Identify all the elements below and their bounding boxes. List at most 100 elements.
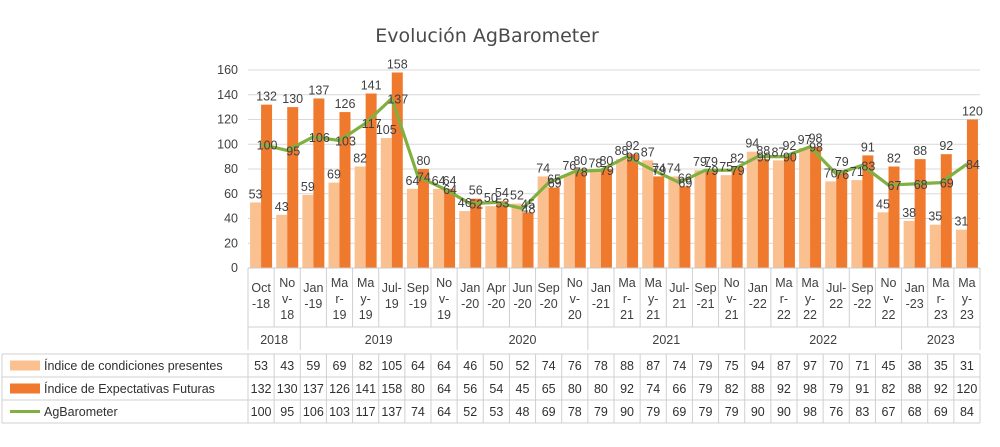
table-cell: 82 bbox=[359, 359, 373, 373]
bar-expectativas-futuras bbox=[417, 169, 429, 268]
table-cell: 92 bbox=[934, 382, 948, 396]
table-cell: 69 bbox=[542, 405, 556, 419]
table-cell: 71 bbox=[855, 359, 869, 373]
table-cell: 82 bbox=[882, 382, 896, 396]
bar-expectativas-futuras bbox=[679, 186, 691, 268]
table-cell: 87 bbox=[777, 359, 791, 373]
x-tick-label: Jan -19 bbox=[303, 281, 323, 311]
table-cell: 76 bbox=[829, 405, 843, 419]
table-cell: 90 bbox=[751, 405, 765, 419]
bar-condiciones-presentes bbox=[511, 203, 523, 268]
bar-expectativas-futuras bbox=[810, 146, 822, 268]
data-label-agbarometer: 52 bbox=[469, 198, 483, 212]
table-cell: 126 bbox=[329, 382, 350, 396]
data-label-condiciones-presentes: 59 bbox=[301, 180, 315, 194]
bar-expectativas-futuras bbox=[653, 176, 665, 268]
bar-expectativas-futuras bbox=[705, 170, 717, 268]
table-cell: 103 bbox=[329, 405, 350, 419]
bar-condiciones-presentes bbox=[250, 202, 262, 268]
year-label: 2018 bbox=[260, 333, 288, 347]
bar-expectativas-futuras bbox=[496, 201, 508, 268]
bar-condiciones-presentes bbox=[328, 182, 340, 268]
x-tick-label: Ma r-19 bbox=[331, 276, 348, 322]
bar-expectativas-futuras bbox=[783, 154, 795, 268]
x-tick-label: No v-21 bbox=[724, 276, 740, 322]
data-label-condiciones-presentes: 82 bbox=[353, 152, 367, 166]
table-cell: 79 bbox=[699, 382, 713, 396]
data-label-agbarometer: 64 bbox=[443, 183, 457, 197]
table-cell: 65 bbox=[542, 382, 556, 396]
data-label-condiciones-presentes: 75 bbox=[719, 160, 733, 174]
data-label-expectativas-futuras: 158 bbox=[387, 57, 408, 71]
agbarometer-line bbox=[260, 96, 968, 211]
table-cell: 87 bbox=[646, 359, 660, 373]
data-label-condiciones-presentes: 74 bbox=[536, 161, 550, 175]
data-label-agbarometer: 79 bbox=[652, 164, 666, 178]
bar-expectativas-futuras bbox=[731, 166, 743, 268]
table-cell: 92 bbox=[620, 382, 634, 396]
x-tick-label: No v-22 bbox=[881, 276, 897, 322]
table-cell: 97 bbox=[803, 359, 817, 373]
bar-condiciones-presentes bbox=[354, 166, 366, 268]
bar-expectativas-futuras bbox=[966, 119, 978, 268]
x-tick-label: Ma y-19 bbox=[357, 276, 374, 322]
data-label-condiciones-presentes: 97 bbox=[798, 133, 812, 147]
bar-condiciones-presentes bbox=[720, 175, 732, 268]
bar-expectativas-futuras bbox=[548, 187, 560, 268]
data-label-condiciones-presentes: 74 bbox=[667, 161, 681, 175]
table-cell: 82 bbox=[725, 382, 739, 396]
data-label-expectativas-futuras: 126 bbox=[335, 97, 356, 111]
data-label-expectativas-futuras: 74 bbox=[652, 161, 666, 175]
data-label-agbarometer: 69 bbox=[548, 177, 562, 191]
table-cell: 64 bbox=[437, 405, 451, 419]
bar-condiciones-presentes bbox=[668, 176, 680, 268]
data-label-expectativas-futuras: 79 bbox=[835, 155, 849, 169]
x-tick-label: Ma r-23 bbox=[932, 276, 949, 322]
table-cell: 88 bbox=[620, 359, 634, 373]
data-label-agbarometer: 69 bbox=[940, 177, 954, 191]
table-cell: 35 bbox=[934, 359, 948, 373]
table-cell: 75 bbox=[725, 359, 739, 373]
y-tick-label: 60 bbox=[224, 187, 238, 201]
data-label-agbarometer: 69 bbox=[678, 177, 692, 191]
y-tick-label: 40 bbox=[224, 212, 238, 226]
table-cell: 69 bbox=[934, 405, 948, 419]
bar-condiciones-presentes bbox=[380, 138, 392, 268]
data-label-agbarometer: 100 bbox=[257, 138, 278, 152]
data-label-agbarometer: 83 bbox=[861, 159, 875, 173]
table-cell: 79 bbox=[646, 405, 660, 419]
bar-expectativas-futuras bbox=[757, 159, 769, 268]
data-label-agbarometer: 90 bbox=[626, 151, 640, 165]
table-cell: 88 bbox=[751, 382, 765, 396]
bar-expectativas-futuras bbox=[339, 112, 351, 268]
data-label-expectativas-futuras: 82 bbox=[730, 152, 744, 166]
y-tick-label: 80 bbox=[224, 162, 238, 176]
data-label-expectativas-futuras: 45 bbox=[521, 197, 535, 211]
data-label-expectativas-futuras: 88 bbox=[913, 144, 927, 158]
x-tick-label: Apr -20 bbox=[487, 281, 506, 311]
data-label-condiciones-presentes: 35 bbox=[928, 210, 942, 224]
table-cell: 100 bbox=[251, 405, 272, 419]
data-label-condiciones-presentes: 105 bbox=[376, 123, 397, 137]
data-label-expectativas-futuras: 65 bbox=[547, 173, 561, 187]
bar-expectativas-futuras bbox=[287, 107, 299, 268]
data-label-condiciones-presentes: 94 bbox=[745, 137, 759, 151]
data-label-condiciones-presentes: 38 bbox=[902, 206, 916, 220]
table-cell: 90 bbox=[777, 405, 791, 419]
data-label-condiciones-presentes: 87 bbox=[641, 145, 655, 159]
year-label: 2023 bbox=[927, 333, 955, 347]
data-label-agbarometer: 79 bbox=[705, 164, 719, 178]
data-label-agbarometer: 84 bbox=[966, 158, 980, 172]
bar-condiciones-presentes bbox=[694, 170, 706, 268]
x-tick-label: No v-20 bbox=[567, 276, 583, 322]
x-tick-label: Ma y-22 bbox=[801, 276, 818, 322]
x-tick-label: Ma r-22 bbox=[775, 276, 792, 322]
x-tick-label: Jan -23 bbox=[905, 281, 925, 311]
table-cell: 69 bbox=[333, 359, 347, 373]
data-label-expectativas-futuras: 130 bbox=[282, 92, 303, 106]
data-label-agbarometer: 79 bbox=[731, 164, 745, 178]
data-label-condiciones-presentes: 79 bbox=[693, 155, 707, 169]
bar-expectativas-futuras bbox=[444, 188, 456, 268]
table-cell: 43 bbox=[280, 359, 294, 373]
